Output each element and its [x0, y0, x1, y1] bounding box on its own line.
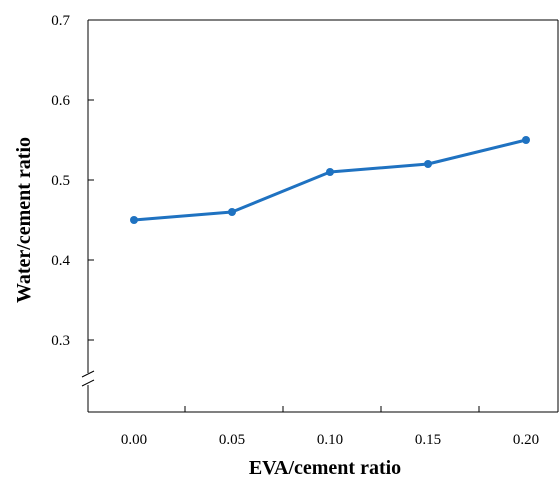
series-layer [130, 136, 530, 224]
data-point [326, 168, 334, 176]
data-point [424, 160, 432, 168]
data-point [522, 136, 530, 144]
axes [81, 19, 559, 413]
y-tick-label: 0.7 [51, 13, 70, 29]
y-tick-label: 0.3 [51, 333, 70, 349]
y-tick-label: 0.4 [51, 253, 70, 269]
axis-break-mark [81, 370, 95, 378]
series-line [133, 138, 527, 222]
x-tick-label: 0.00 [121, 432, 147, 448]
axis-break-mark [81, 379, 95, 387]
data-point [228, 208, 236, 216]
y-tick-label: 0.5 [51, 173, 70, 189]
x-axis-ticks: 0.00 0.05 0.10 0.15 0.20 [121, 406, 539, 448]
data-point [130, 216, 138, 224]
x-tick-label: 0.10 [317, 432, 343, 448]
x-tick-label: 0.20 [513, 432, 539, 448]
x-axis-title: EVA/cement ratio [249, 457, 401, 479]
y-axis-title: Water/cement ratio [13, 137, 35, 303]
y-axis-ticks: 0.3 0.4 0.5 0.6 0.7 [51, 13, 94, 349]
x-tick-label: 0.15 [415, 432, 441, 448]
x-tick-label: 0.05 [219, 432, 245, 448]
y-tick-label: 0.6 [51, 93, 70, 109]
